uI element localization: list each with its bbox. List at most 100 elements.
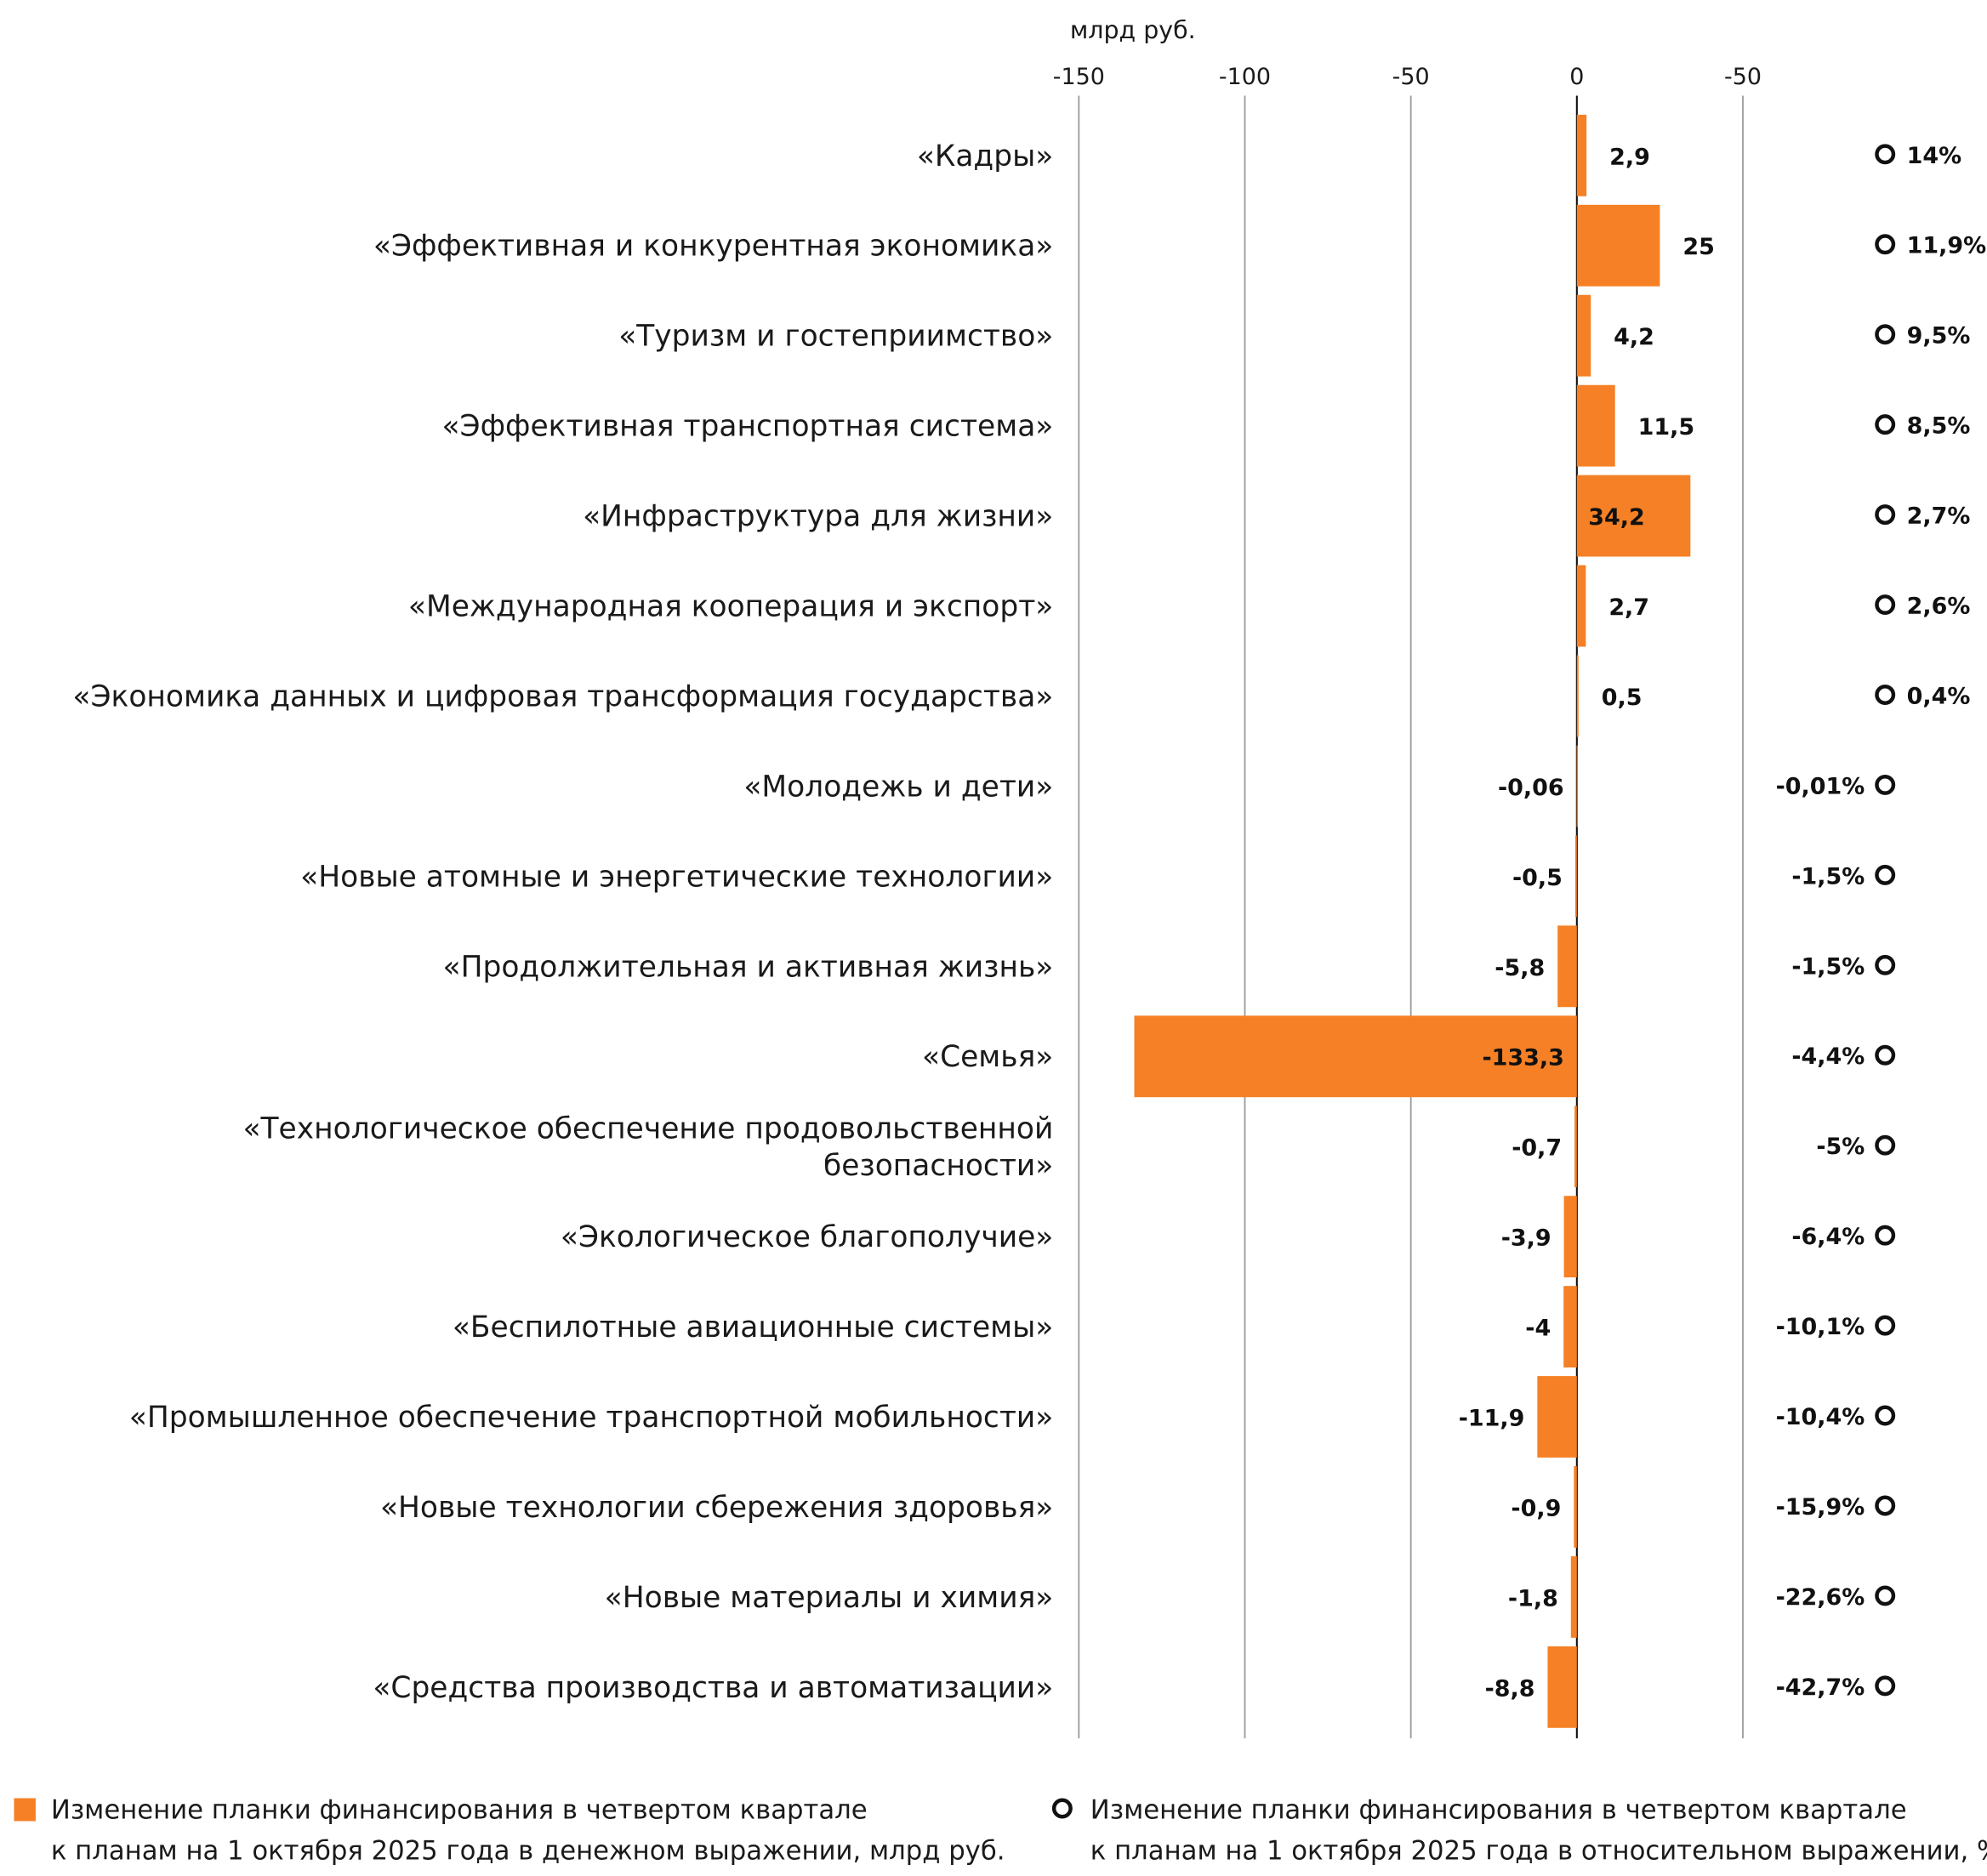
percent-label: 2,7% xyxy=(1907,503,1971,530)
bar-value-label: -3,9 xyxy=(1501,1225,1551,1252)
bar-value-label: -0,5 xyxy=(1512,865,1563,891)
percent-marker xyxy=(1875,594,1896,616)
percent-marker xyxy=(1875,324,1896,345)
bars xyxy=(1134,114,1691,1728)
category-label: «Туризм и гостеприимство» xyxy=(618,320,1053,354)
bar xyxy=(1574,835,1577,918)
bar xyxy=(1557,925,1577,1008)
percent-label: -1,5% xyxy=(1791,863,1865,890)
bar-value-label: -0,06 xyxy=(1498,775,1564,801)
axis-unit-label: млрд руб. xyxy=(1070,16,1196,44)
bar xyxy=(1134,1015,1577,1098)
percent-marker xyxy=(1875,1315,1896,1336)
bar-value-label: 0,5 xyxy=(1602,685,1643,711)
category-label: «Семья» xyxy=(922,1040,1053,1074)
bar-value-label: -11,9 xyxy=(1459,1406,1525,1432)
percent-label: -6,4% xyxy=(1791,1224,1865,1250)
percent-marker xyxy=(1875,954,1896,975)
bar xyxy=(1576,475,1691,557)
bar-value-label: 25 xyxy=(1682,234,1715,260)
category-label: «Новые материалы и химия» xyxy=(605,1581,1054,1615)
legend-marker-line2: к планам на 1 октября 2025 года в относи… xyxy=(1090,1836,1987,1866)
bar xyxy=(1563,1286,1577,1368)
legend: Изменение планки финансирования в четвер… xyxy=(14,1795,1987,1866)
percent-marker xyxy=(1875,414,1896,435)
x-tick-labels: -150 -100 -50 0 -50 xyxy=(1053,64,1762,90)
percent-label: 2,6% xyxy=(1907,594,1971,620)
legend-bar-line2: к планам на 1 октября 2025 года в денежн… xyxy=(51,1836,1005,1866)
bar xyxy=(1574,1466,1577,1548)
category-label: «Экономика данных и цифровая трансформац… xyxy=(72,679,1053,713)
legend-bar-line1: Изменение планки финансирования в четвер… xyxy=(51,1795,868,1825)
category-label: «Эффективная транспортная система» xyxy=(441,410,1053,444)
bar xyxy=(1576,384,1615,467)
bar-value-label: -0,7 xyxy=(1512,1135,1562,1162)
bar-value-label: -5,8 xyxy=(1495,955,1545,981)
percent-label: 0,4% xyxy=(1907,683,1971,709)
category-label: «Промышленное обеспечение транспортной м… xyxy=(129,1401,1054,1435)
percent-label: -15,9% xyxy=(1776,1494,1865,1521)
bar xyxy=(1576,114,1587,196)
category-labels: «Кадры» «Эффективная и конкурентная эконо… xyxy=(72,139,1053,1705)
bar-value-label: 2,7 xyxy=(1608,594,1649,621)
percent-marker xyxy=(1875,685,1896,705)
percent-marker xyxy=(1875,864,1896,885)
category-label: «Продолжительная и активная жизнь» xyxy=(443,950,1054,984)
x-tick-label: 0 xyxy=(1569,64,1584,90)
bar-value-label: 4,2 xyxy=(1614,324,1654,350)
bar xyxy=(1563,1196,1577,1278)
percent-marker xyxy=(1875,1044,1896,1066)
x-tick-label: -50 xyxy=(1724,64,1762,90)
bar xyxy=(1570,1556,1577,1638)
bar xyxy=(1576,655,1579,737)
percent-label: 11,9% xyxy=(1907,233,1986,259)
x-tick-label: -150 xyxy=(1053,64,1105,90)
percent-label: 9,5% xyxy=(1907,323,1971,350)
bar-value-label: 34,2 xyxy=(1588,504,1644,531)
category-label: «Кадры» xyxy=(917,139,1054,173)
bar xyxy=(1547,1646,1577,1728)
legend-circle-marker xyxy=(1051,1798,1073,1819)
bar xyxy=(1576,204,1660,287)
category-label: «Молодежь и дети» xyxy=(743,770,1053,804)
category-label: «Новые технологии сбережения здоровья» xyxy=(380,1491,1053,1525)
bar xyxy=(1576,565,1586,647)
percent-label: -10,1% xyxy=(1776,1314,1865,1340)
percent-marker xyxy=(1875,1225,1896,1246)
percent-label: 8,5% xyxy=(1907,413,1971,440)
percent-marker xyxy=(1875,774,1896,795)
category-label: «Средства производства и автоматизации» xyxy=(373,1671,1053,1705)
percent-label: -10,4% xyxy=(1776,1404,1865,1430)
category-label: «Технологическое обеспечение продовольст… xyxy=(242,1111,1053,1182)
bar-value-label: -4 xyxy=(1525,1316,1551,1342)
bar xyxy=(1574,1106,1577,1188)
bar-value-label: -133,3 xyxy=(1482,1045,1563,1072)
category-label: «Инфраструктура для жизни» xyxy=(583,500,1053,534)
percent-label: -4,4% xyxy=(1791,1043,1865,1070)
percent-label: -42,7% xyxy=(1776,1674,1865,1701)
x-tick-label: -50 xyxy=(1392,64,1430,90)
category-label: «Беспилотные авиационные системы» xyxy=(453,1310,1054,1344)
percent-marker xyxy=(1875,234,1896,255)
category-label: «Экологическое благополучие» xyxy=(561,1220,1054,1254)
legend-bar-swatch xyxy=(14,1798,36,1822)
category-label: «Новые атомные и энергетические технолог… xyxy=(300,860,1053,894)
x-tick-label: -100 xyxy=(1219,64,1271,90)
percent-label: 14% xyxy=(1907,143,1961,169)
bar-value-label: -1,8 xyxy=(1508,1585,1558,1612)
percent-markers: 14% 11,9% 9,5% 8,5% 2,7% 2,6% 0,4% -0,01% -1,5% -… xyxy=(1776,143,1987,1701)
bar-value-label: -8,8 xyxy=(1485,1675,1535,1702)
bar-value-label: 11,5 xyxy=(1638,414,1694,441)
percent-marker xyxy=(1875,1495,1896,1516)
percent-marker xyxy=(1875,1134,1896,1156)
percent-marker xyxy=(1875,504,1896,526)
percent-marker xyxy=(1875,1585,1896,1606)
bar-value-labels: 2,9 25 4,2 11,5 34,2 2,7 0,5 -0,06 -0,5 -5,8 -133,… xyxy=(1459,144,1715,1702)
bar-value-label: 2,9 xyxy=(1609,144,1650,170)
bar xyxy=(1576,294,1591,377)
percent-marker xyxy=(1875,1405,1896,1426)
bar xyxy=(1576,745,1578,827)
category-label: «Эффективная и конкурентная экономика» xyxy=(373,230,1054,264)
percent-label: -0,01% xyxy=(1776,773,1865,799)
